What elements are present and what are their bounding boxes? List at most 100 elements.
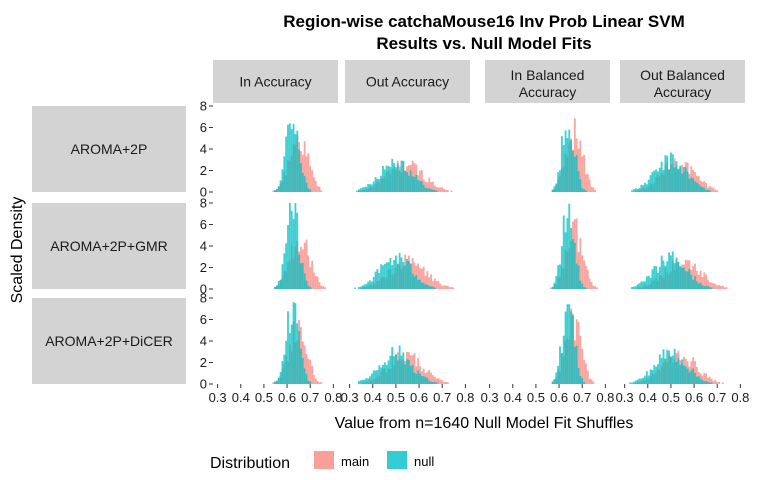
histogram-bar-null — [631, 382, 633, 384]
column-strip-out-balanced-accuracy — [620, 60, 745, 103]
histogram-bar-null — [581, 283, 584, 289]
histogram-bar-null — [688, 178, 691, 192]
histogram-bar-null — [673, 263, 676, 289]
histogram-bar-null — [642, 281, 645, 289]
histogram-bar-main — [419, 268, 421, 289]
histogram-bar-null — [380, 175, 383, 192]
histogram-bar-null — [367, 378, 370, 384]
x-tick-label: 0.8 — [456, 390, 474, 405]
histogram-bar-null — [309, 189, 312, 192]
legend-key-null — [387, 451, 407, 469]
histogram-bar-null — [281, 361, 284, 384]
histogram-bar-null — [707, 189, 709, 192]
histogram-bar-null — [283, 156, 286, 192]
histogram-bar-null — [389, 355, 392, 384]
histogram-bar-null — [579, 375, 582, 384]
histogram-bar-null — [277, 280, 280, 289]
histogram-bar-null — [655, 169, 658, 192]
histogram-bar-main — [579, 238, 582, 289]
histogram-bar-main — [420, 268, 423, 289]
y-tick-label: 4 — [200, 142, 207, 157]
histogram-bar-null — [292, 123, 295, 192]
histogram-bar-main — [422, 266, 425, 289]
histogram-bar-null — [577, 171, 580, 192]
histogram-bar-main — [320, 382, 323, 384]
histogram-bar-null — [666, 155, 669, 192]
histogram-bar-null — [692, 368, 695, 384]
histogram-bar-main — [428, 177, 431, 192]
histogram-bar-null — [564, 232, 567, 289]
histogram-bar-null — [666, 261, 669, 289]
panel-aroma-2p-out-balanced-accuracy — [631, 152, 719, 192]
histogram-bar-main — [692, 266, 695, 289]
histogram-bar-null — [658, 167, 661, 192]
histogram-bar-null — [296, 212, 299, 289]
histogram-bar-null — [664, 359, 667, 384]
histogram-bar-main — [305, 353, 308, 384]
histogram-bar-null — [682, 267, 685, 289]
histogram-bar-main — [311, 260, 313, 289]
x-tick-label: 0.8 — [596, 390, 614, 405]
histogram-bar-null — [287, 311, 289, 384]
histogram-bar-main — [432, 181, 434, 192]
histogram-bar-null — [369, 184, 371, 192]
histogram-bar-null — [365, 378, 368, 384]
histogram-bar-null — [400, 257, 403, 289]
histogram-bar-main — [714, 189, 717, 192]
histogram-bar-null — [681, 173, 683, 192]
panel-aroma-2p-dicer-out-balanced-accuracy — [629, 348, 724, 384]
column-strip-in-accuracy — [213, 60, 338, 103]
histogram-bar-main — [695, 270, 698, 289]
histogram-bar-null — [684, 270, 687, 289]
histogram-bar-null — [363, 187, 366, 192]
y-tick-label: 8 — [200, 196, 207, 211]
y-tick-label: 4 — [200, 239, 207, 254]
histogram-bar-null — [703, 381, 706, 384]
histogram-bar-main — [583, 154, 585, 192]
histogram-bar-null — [632, 189, 635, 192]
histogram-bar-null — [275, 285, 278, 289]
histogram-bar-main — [446, 285, 449, 289]
histogram-bar-null — [290, 129, 293, 192]
histogram-bar-main — [586, 269, 589, 289]
histogram-bar-main — [586, 370, 589, 384]
y-tick-label: 6 — [200, 120, 207, 135]
histogram-bar-main — [303, 242, 306, 289]
histogram-bar-null — [638, 188, 641, 192]
histogram-bar-main — [716, 382, 719, 384]
histogram-bar-null — [568, 304, 571, 384]
histogram-bar-main — [435, 280, 438, 289]
histogram-bar-null — [413, 276, 416, 289]
histogram-bar-null — [376, 268, 379, 289]
histogram-bar-null — [551, 189, 554, 192]
histogram-bar-null — [553, 379, 556, 384]
histogram-bar-null — [640, 281, 643, 289]
histogram-bar-null — [407, 359, 410, 384]
histogram-bar-null — [292, 302, 295, 384]
histogram-bar-null — [640, 184, 643, 192]
histogram-bar-null — [363, 379, 366, 384]
histogram-bar-null — [644, 182, 646, 192]
histogram-bar-null — [402, 160, 405, 192]
histogram-bar-null — [402, 261, 405, 289]
panel-aroma-2p-gmr-in-accuracy — [274, 203, 326, 289]
column-strip-label-out-balanced-accuracy: Out Balanced Accuracy — [640, 67, 725, 100]
histogram-bar-null — [409, 170, 412, 192]
histogram-bar-null — [391, 158, 394, 192]
x-tick-label: 0.6 — [550, 390, 568, 405]
histogram-bar-null — [406, 258, 408, 289]
histogram-bar-null — [303, 273, 306, 289]
histogram-bar-main — [714, 283, 717, 289]
histogram-bar-null — [560, 246, 563, 289]
histogram-bar-null — [640, 378, 643, 384]
histogram-bar-null — [283, 253, 286, 289]
histogram-bar-null — [670, 356, 672, 384]
histogram-bar-main — [307, 255, 310, 289]
histogram-bar-null — [281, 264, 284, 289]
histogram-bar-null — [662, 170, 665, 192]
histogram-bar-null — [382, 166, 384, 192]
histogram-bar-main — [437, 187, 440, 192]
histogram-bar-null — [393, 163, 395, 192]
histogram-bar-main — [432, 375, 434, 384]
